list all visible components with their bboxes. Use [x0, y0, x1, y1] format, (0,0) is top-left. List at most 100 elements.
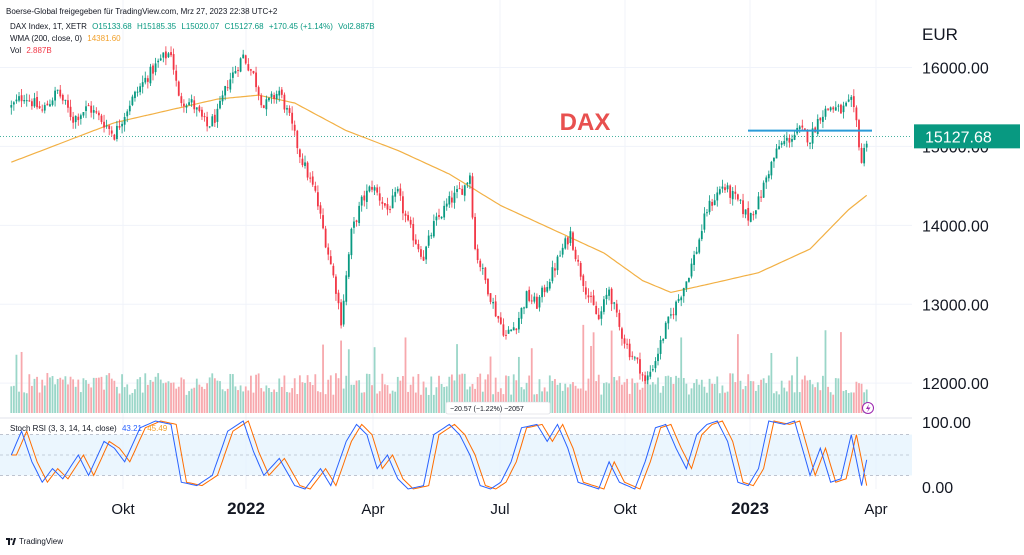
- candle-body: [193, 100, 196, 110]
- candle: [41, 104, 44, 113]
- volume-bar: [219, 381, 221, 413]
- tradingview-footer[interactable]: TradingView: [6, 537, 63, 546]
- candle-body: [108, 125, 111, 129]
- volume-bar: [54, 384, 56, 413]
- candle-body: [466, 182, 469, 185]
- volume-bar: [762, 378, 765, 413]
- candle-body: [278, 90, 281, 96]
- candle-body: [523, 307, 525, 309]
- candle: [242, 49, 245, 59]
- header-low: L15020.07: [181, 22, 220, 31]
- candle-body: [556, 256, 559, 271]
- volume-bar: [507, 376, 510, 413]
- candle: [693, 250, 695, 272]
- candle: [319, 202, 322, 219]
- volume-bar: [293, 378, 296, 413]
- candle: [298, 148, 301, 164]
- currency-label: EUR: [922, 25, 958, 44]
- candle-body: [425, 246, 428, 260]
- candle: [780, 140, 783, 148]
- candle-body: [113, 134, 116, 140]
- volume-bar: [443, 386, 446, 413]
- candle-body: [262, 105, 265, 108]
- volume-bar: [391, 390, 394, 413]
- candle-body: [213, 114, 216, 123]
- candle-body: [574, 249, 577, 260]
- candle: [15, 94, 18, 104]
- volume-bar: [554, 379, 556, 413]
- candle: [141, 75, 144, 94]
- candle-body: [845, 102, 848, 106]
- candle-body: [685, 281, 688, 289]
- grid: [0, 0, 912, 489]
- candle: [680, 295, 683, 307]
- candle: [530, 294, 533, 305]
- candle: [293, 120, 296, 136]
- candle: [118, 119, 121, 130]
- vol-legend[interactable]: Vol 2.887B: [10, 46, 55, 55]
- volume-bar: [556, 384, 559, 413]
- candle-body: [602, 299, 605, 312]
- volume-bar: [193, 387, 196, 413]
- volume-bar: [108, 373, 111, 413]
- volume-bar: [234, 386, 237, 413]
- candle: [752, 211, 755, 221]
- volume-bar: [425, 387, 428, 413]
- candle-body: [698, 239, 701, 253]
- candle: [61, 93, 64, 105]
- candle: [639, 352, 641, 380]
- candle-body: [74, 115, 77, 123]
- candle: [100, 113, 103, 125]
- candle-body: [600, 311, 603, 319]
- volume-bar: [695, 379, 698, 413]
- rsi-legend[interactable]: Stoch RSI (3, 3, 14, 14, close) 43.21 45…: [10, 424, 170, 433]
- candle: [840, 103, 842, 114]
- candle: [229, 72, 232, 93]
- candle: [755, 210, 757, 219]
- volume-bar: [639, 389, 641, 413]
- candle-body: [657, 353, 659, 362]
- candle: [296, 129, 299, 155]
- candle: [185, 103, 188, 114]
- candle: [672, 307, 675, 320]
- candle: [131, 94, 134, 107]
- volume-bar: [363, 392, 366, 413]
- candle: [378, 186, 381, 206]
- volume-bar: [791, 375, 793, 413]
- candle-body: [757, 196, 760, 210]
- volume-bar: [46, 373, 49, 413]
- candle-body: [226, 87, 229, 89]
- candle-body: [332, 265, 335, 276]
- candle-body: [695, 251, 698, 254]
- volume-bar: [494, 377, 497, 413]
- candle-body: [268, 97, 270, 101]
- candle: [517, 311, 520, 333]
- candle: [376, 184, 379, 196]
- candle: [749, 212, 752, 223]
- candle: [757, 191, 760, 210]
- wma-legend[interactable]: WMA (200, close, 0) 14381.60: [10, 34, 124, 43]
- volume-bar: [110, 378, 113, 413]
- candle: [247, 58, 250, 72]
- candle: [175, 64, 178, 87]
- candle: [536, 293, 538, 310]
- candle: [134, 90, 136, 102]
- volume-bar: [190, 388, 193, 413]
- volume-bar: [139, 377, 142, 413]
- candle-body: [760, 196, 762, 198]
- candle: [649, 365, 652, 380]
- volume-bar: [201, 386, 203, 413]
- candle-body: [353, 221, 355, 228]
- candle-body: [726, 185, 729, 190]
- candle: [510, 329, 513, 332]
- candle: [350, 227, 353, 260]
- last-price-badge: [914, 124, 1020, 149]
- volume-bar: [749, 381, 752, 413]
- candle: [244, 54, 247, 65]
- candle-body: [739, 199, 742, 201]
- volume-bar: [579, 388, 582, 413]
- volume-bar: [306, 375, 309, 413]
- candle-body: [809, 142, 811, 144]
